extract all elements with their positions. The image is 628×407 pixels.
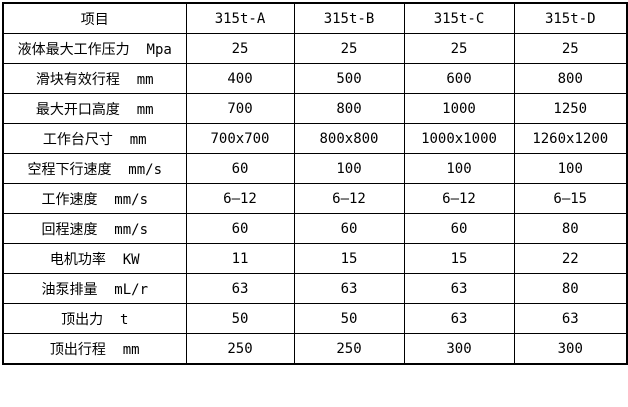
row-label: 空程下行速度 mm/s [2,153,187,184]
row-label: 回程速度 mm/s [2,213,187,244]
table-cell: 600 [403,63,515,94]
table-cell: 63 [185,273,295,304]
table-cell: 25 [403,33,515,64]
table-cell: 60 [185,213,295,244]
table-cell: 100 [403,153,515,184]
table-row: 顶出力 t 50 50 63 63 [2,303,628,334]
table-cell: 400 [185,63,295,94]
table-cell: 6—12 [403,183,515,214]
table-row: 空程下行速度 mm/s 60 100 100 100 [2,153,628,184]
table-cell: 22 [513,243,628,274]
column-header-315t-b: 315t-B [293,2,405,34]
table-cell: 800 [513,63,628,94]
row-label: 工作速度 mm/s [2,183,187,214]
table-row: 滑块有效行程 mm 400 500 600 800 [2,63,628,94]
table-cell: 1260x1200 [513,123,628,154]
table-cell: 700x700 [185,123,295,154]
table-cell: 11 [185,243,295,274]
table-cell: 6—15 [513,183,628,214]
table-row: 工作台尺寸 mm 700x700 800x800 1000x1000 1260x… [2,123,628,154]
column-header-315t-a: 315t-A [185,2,295,34]
table-cell: 100 [293,153,405,184]
table-row: 电机功率 KW 11 15 15 22 [2,243,628,274]
table-row: 顶出行程 mm 250 250 300 300 [2,333,628,365]
table-cell: 25 [513,33,628,64]
row-label: 最大开口高度 mm [2,93,187,124]
table-cell: 63 [403,303,515,334]
column-header-315t-c: 315t-C [403,2,515,34]
row-label: 滑块有效行程 mm [2,63,187,94]
row-label: 工作台尺寸 mm [2,123,187,154]
row-label: 油泵排量 mL/r [2,273,187,304]
row-label: 液体最大工作压力 Mpa [2,33,187,64]
table-row: 油泵排量 mL/r 63 63 63 80 [2,273,628,304]
table-cell: 60 [293,213,405,244]
table-cell: 63 [513,303,628,334]
table-row: 工作速度 mm/s 6—12 6—12 6—12 6—15 [2,183,628,214]
table-cell: 1000x1000 [403,123,515,154]
table-cell: 6—12 [293,183,405,214]
row-label: 顶出力 t [2,303,187,334]
table-cell: 60 [403,213,515,244]
column-header-item: 项目 [2,2,187,34]
row-label: 顶出行程 mm [2,333,187,365]
table-row: 回程速度 mm/s 60 60 60 80 [2,213,628,244]
table-cell: 800x800 [293,123,405,154]
table-cell: 25 [185,33,295,64]
table-cell: 80 [513,273,628,304]
table-row: 最大开口高度 mm 700 800 1000 1250 [2,93,628,124]
table-cell: 63 [293,273,405,304]
table-cell: 700 [185,93,295,124]
table-cell: 15 [293,243,405,274]
table-cell: 500 [293,63,405,94]
header-row: 项目 315t-A 315t-B 315t-C 315t-D [2,2,628,34]
table-cell: 250 [293,333,405,365]
table-cell: 100 [513,153,628,184]
table-row: 液体最大工作压力 Mpa 25 25 25 25 [2,33,628,64]
table-cell: 300 [403,333,515,365]
table-cell: 800 [293,93,405,124]
table-cell: 6—12 [185,183,295,214]
table-cell: 300 [513,333,628,365]
table-cell: 1000 [403,93,515,124]
table-cell: 60 [185,153,295,184]
column-header-315t-d: 315t-D [513,2,628,34]
table-cell: 250 [185,333,295,365]
table-cell: 50 [293,303,405,334]
table-cell: 25 [293,33,405,64]
spec-table: 项目 315t-A 315t-B 315t-C 315t-D 液体最大工作压力 … [2,2,628,365]
table-cell: 50 [185,303,295,334]
table-cell: 80 [513,213,628,244]
table-cell: 15 [403,243,515,274]
table-cell: 63 [403,273,515,304]
row-label: 电机功率 KW [2,243,187,274]
table-cell: 1250 [513,93,628,124]
